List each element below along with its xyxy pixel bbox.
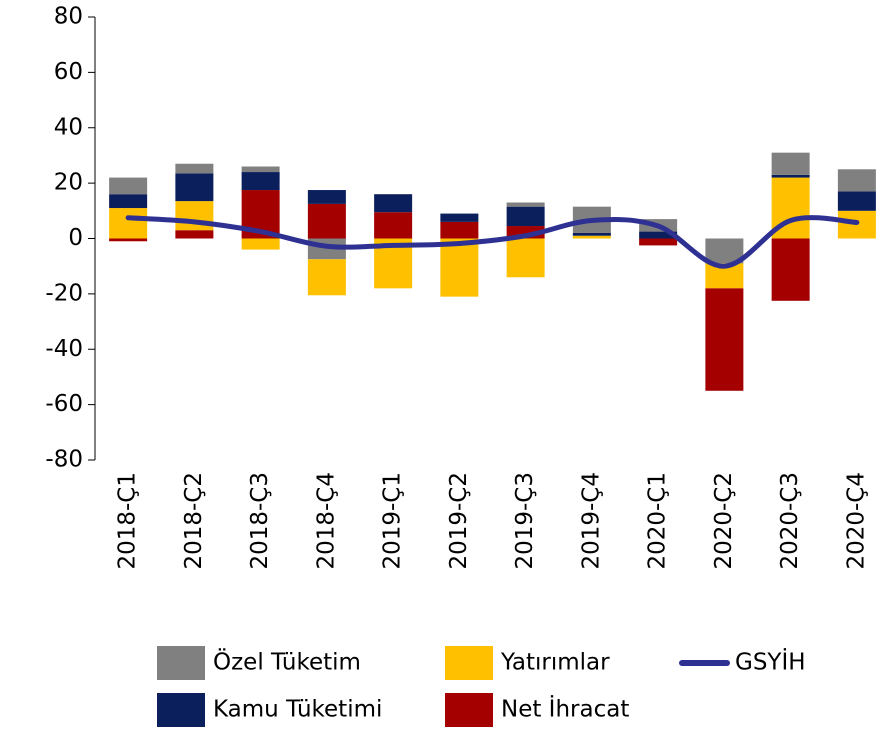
x-tick-label: 2020-Ç2 [711, 472, 737, 570]
y-tick-label: 20 [54, 170, 83, 196]
bar-segment [307, 203, 346, 239]
bar-segment [307, 190, 346, 204]
x-tick-label: 2018-Ç4 [313, 472, 339, 570]
bar-segment [506, 206, 545, 227]
bar-segment [241, 166, 280, 173]
bar-segment [506, 202, 545, 207]
y-tick-label: 0 [68, 225, 83, 251]
bar-segment [572, 232, 611, 236]
y-tick-label: -20 [45, 280, 83, 306]
legend-swatch [445, 646, 493, 680]
bar-segment [241, 238, 280, 250]
bar-segment [771, 174, 810, 178]
x-tick-label: 2020-Ç4 [843, 472, 869, 570]
bar-segment [241, 172, 280, 191]
x-tick-label: 2020-Ç1 [645, 472, 671, 570]
bar-segment [639, 231, 678, 239]
bar-segment [175, 173, 214, 202]
bar-segment [837, 191, 876, 211]
x-tick-label: 2019-Ç2 [446, 472, 472, 570]
bar-segment [771, 238, 810, 301]
bar-segment [440, 213, 479, 222]
line-series [125, 215, 860, 269]
bar-segment [440, 221, 479, 239]
bar-segment [837, 169, 876, 192]
y-tick-label: 80 [54, 4, 83, 30]
y-tick-label: -60 [45, 391, 83, 417]
x-tick-label: 2019-Ç1 [380, 472, 406, 570]
bar-segment [109, 208, 148, 239]
bar-segment [175, 230, 214, 239]
x-tick-label: 2019-Ç3 [512, 472, 538, 570]
bar-segment [572, 235, 611, 239]
y-tick-label: -40 [45, 336, 83, 362]
x-tick-label: 2018-Ç1 [115, 472, 141, 570]
bar-segment [771, 152, 810, 175]
legend-label: GSYİH [735, 648, 806, 676]
bar-segment [440, 238, 479, 297]
bar-segment [109, 238, 148, 242]
legend-swatch [157, 693, 205, 727]
bar-segment [109, 194, 148, 209]
x-tick-label: 2018-Ç2 [181, 472, 207, 570]
legend-label: Özel Tüketim [213, 648, 361, 676]
bar-segment [506, 238, 545, 278]
bar-segment [175, 163, 214, 174]
y-tick-label: 40 [54, 114, 83, 140]
legend-swatch [157, 646, 205, 680]
bar-segment [307, 259, 346, 296]
x-tick-label: 2018-Ç3 [247, 472, 273, 570]
legend-label: Net İhracat [501, 695, 629, 723]
bar-segment [374, 212, 413, 239]
y-tick-label: -80 [45, 447, 83, 473]
bar-segment [705, 288, 744, 391]
bar-segment [374, 194, 413, 213]
y-tick-label: 60 [54, 59, 83, 85]
legend-label: Yatırımlar [500, 650, 610, 676]
legend-label: Kamu Tüketimi [213, 697, 382, 723]
x-tick-label: 2020-Ç3 [777, 472, 803, 570]
legend-swatch [445, 693, 493, 727]
x-tick-label: 2019-Ç4 [578, 472, 604, 570]
bar-segment [109, 177, 148, 195]
bar-segment [639, 238, 678, 246]
